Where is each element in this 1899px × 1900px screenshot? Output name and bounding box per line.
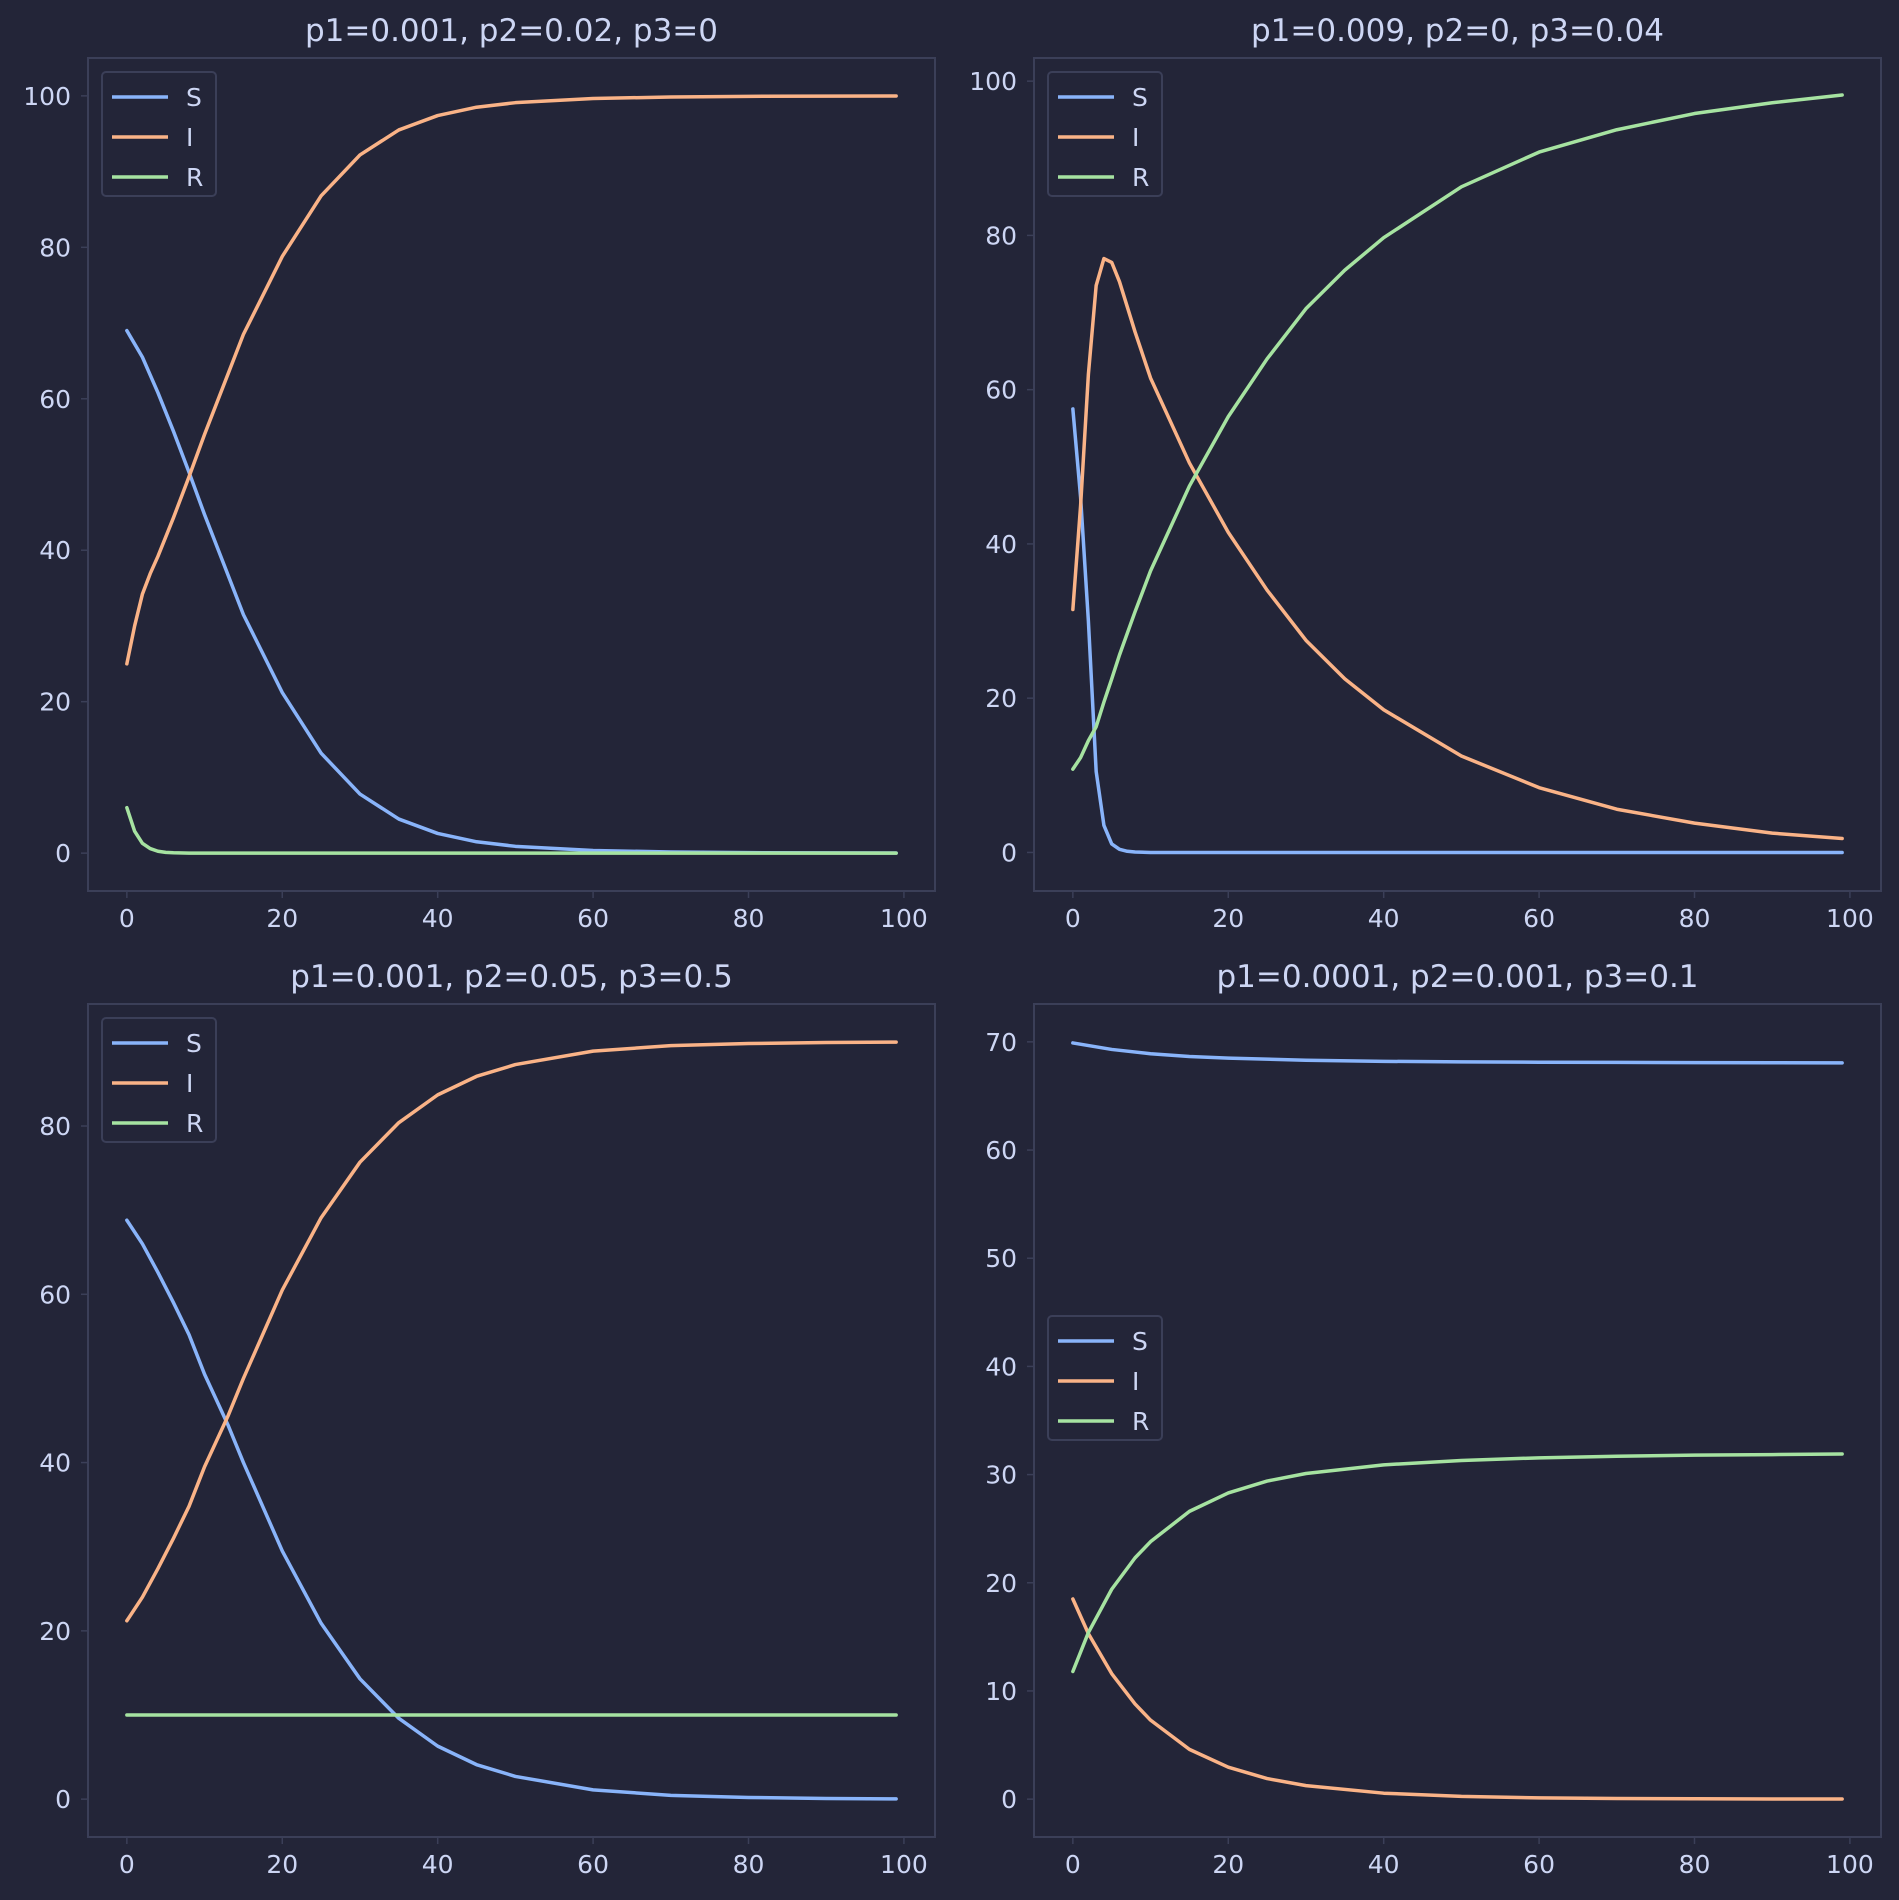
series-line-S [125, 1218, 898, 1801]
y-tick-label: 80 [39, 233, 71, 262]
series-line-I [125, 94, 898, 666]
legend-box [101, 1017, 217, 1143]
legend: SIR [1047, 71, 1163, 197]
series-line-R [1071, 93, 1844, 771]
y-tick-label: 60 [39, 1280, 71, 1309]
y-tick-label: 50 [985, 1244, 1017, 1273]
chart-title: p1=0.0001, p2=0.001, p3=0.1 [1216, 959, 1698, 995]
legend: SIR [1047, 1315, 1163, 1441]
series-line-R [1071, 1452, 1844, 1674]
plot-area [87, 57, 936, 892]
legend-box [1047, 71, 1163, 197]
x-tick-label: 20 [1212, 904, 1244, 933]
series-line-S [1071, 1041, 1844, 1065]
y-tick-label: 0 [1001, 838, 1017, 867]
y-tick-label: 0 [55, 1785, 71, 1814]
x-tick-label: 60 [577, 904, 609, 933]
chart-title: p1=0.001, p2=0.05, p3=0.5 [290, 959, 733, 995]
x-tick-label: 20 [1212, 1850, 1244, 1879]
plot-area [87, 1003, 936, 1838]
y-tick-label: 20 [985, 684, 1017, 713]
series-line-I [1071, 1597, 1844, 1801]
legend: SIR [101, 1017, 217, 1143]
legend-label-R: R [186, 1109, 203, 1138]
x-tick-label: 40 [1368, 904, 1400, 933]
chart-title: p1=0.009, p2=0, p3=0.04 [1251, 13, 1664, 49]
legend-label-I: I [186, 1069, 193, 1098]
y-tick-label: 100 [969, 67, 1017, 96]
legend: SIR [101, 71, 217, 197]
x-tick-label: 80 [1679, 1850, 1711, 1879]
legend-label-I: I [186, 123, 193, 152]
x-tick-label: 80 [733, 904, 765, 933]
legend-box [1047, 1315, 1163, 1441]
x-tick-label: 40 [1368, 1850, 1400, 1879]
y-tick-label: 60 [985, 376, 1017, 405]
x-tick-label: 20 [266, 904, 298, 933]
y-tick-label: 80 [985, 221, 1017, 250]
x-tick-label: 0 [119, 904, 135, 933]
x-tick-label: 40 [422, 904, 454, 933]
chart-title: p1=0.001, p2=0.02, p3=0 [305, 13, 718, 49]
x-tick-label: 100 [880, 1850, 928, 1879]
x-tick-label: 100 [880, 904, 928, 933]
x-tick-label: 0 [1065, 904, 1081, 933]
y-tick-label: 60 [985, 1136, 1017, 1165]
legend-label-I: I [1132, 123, 1139, 152]
y-tick-label: 40 [985, 530, 1017, 559]
y-tick-label: 0 [55, 839, 71, 868]
series-line-I [1071, 256, 1844, 841]
legend-label-S: S [186, 1029, 202, 1058]
y-tick-label: 70 [985, 1028, 1017, 1057]
series-line-S [1071, 407, 1844, 855]
subplot-1: p1=0.001, p2=0.02, p3=0 0 20 40 60 80 100 0 20 40… [23, 13, 936, 933]
x-tick-label: 80 [733, 1850, 765, 1879]
x-tick-label: 100 [1826, 904, 1874, 933]
x-tick-label: 60 [1523, 1850, 1555, 1879]
x-tick-label: 20 [266, 1850, 298, 1879]
y-tick-label: 40 [39, 1449, 71, 1478]
x-tick-label: 80 [1679, 904, 1711, 933]
subplot-4: p1=0.0001, p2=0.001, p3=0.1 0 20 40 60 80 100 0… [985, 959, 1882, 1879]
x-tick-label: 60 [1523, 904, 1555, 933]
series-line-R [125, 805, 898, 855]
subplot-3: p1=0.001, p2=0.05, p3=0.5 0 20 40 60 80 100 0 20… [39, 959, 936, 1879]
plot-area [1033, 1003, 1882, 1838]
y-tick-label: 10 [985, 1677, 1017, 1706]
legend-label-S: S [186, 83, 202, 112]
x-tick-label: 0 [119, 1850, 135, 1879]
y-tick-label: 80 [39, 1112, 71, 1141]
legend-label-R: R [1132, 163, 1149, 192]
y-tick-label: 20 [39, 688, 71, 717]
x-tick-label: 100 [1826, 1850, 1874, 1879]
y-tick-label: 20 [39, 1617, 71, 1646]
legend-label-S: S [1132, 83, 1148, 112]
x-tick-label: 0 [1065, 1850, 1081, 1879]
legend-label-R: R [186, 163, 203, 192]
y-tick-label: 40 [39, 536, 71, 565]
y-tick-label: 40 [985, 1352, 1017, 1381]
y-tick-label: 0 [1001, 1785, 1017, 1814]
legend-label-R: R [1132, 1407, 1149, 1436]
y-tick-label: 20 [985, 1569, 1017, 1598]
legend-label-S: S [1132, 1327, 1148, 1356]
x-tick-label: 40 [422, 1850, 454, 1879]
series-line-I [125, 1040, 898, 1623]
x-tick-label: 60 [577, 1850, 609, 1879]
y-tick-label: 60 [39, 385, 71, 414]
legend-label-I: I [1132, 1367, 1139, 1396]
y-tick-label: 30 [985, 1461, 1017, 1490]
legend-box [101, 71, 217, 197]
subplot-2: p1=0.009, p2=0, p3=0.04 0 20 40 60 80 100 0 20 40… [969, 13, 1882, 933]
y-tick-label: 100 [23, 82, 71, 111]
